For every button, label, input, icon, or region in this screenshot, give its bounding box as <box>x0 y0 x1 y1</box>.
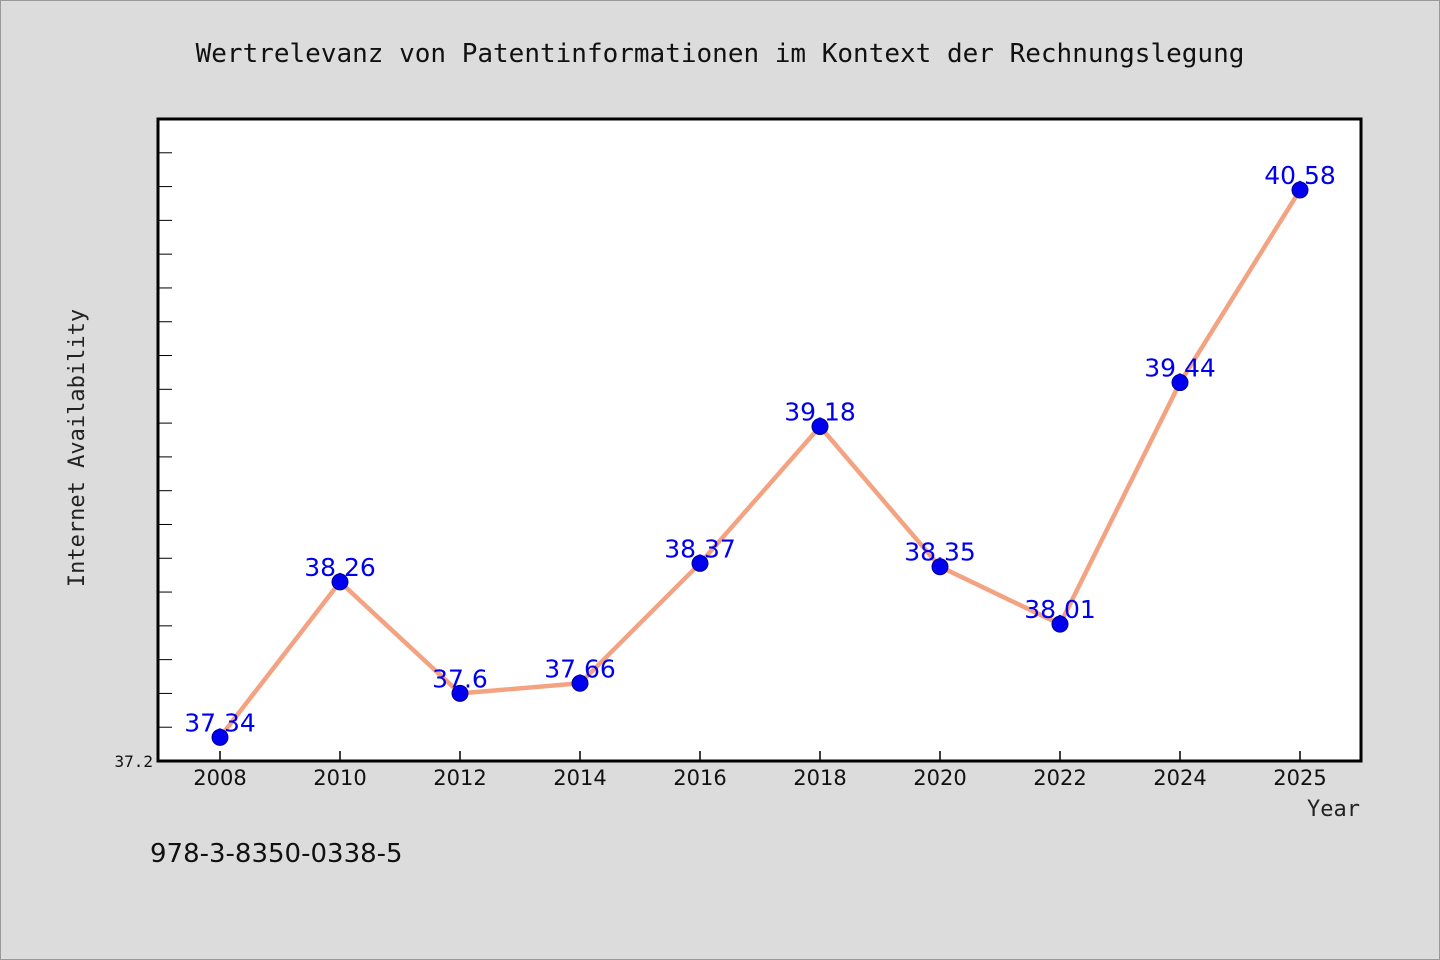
y-tick-label: 37.2 <box>114 752 153 771</box>
data-label: 39.18 <box>784 397 856 426</box>
data-point <box>1291 181 1309 199</box>
data-point <box>211 728 229 746</box>
data-point <box>691 554 709 572</box>
x-axis-ticks: 2008 2010 2012 2014 2016 2018 2020 2022 2024 2025 <box>193 751 1327 790</box>
data-point <box>931 558 949 576</box>
data-point <box>811 417 829 435</box>
data-label: 38.37 <box>664 534 736 563</box>
data-label: 37.66 <box>544 654 616 683</box>
data-labels: 37.34 38.26 37.6 37.66 38.37 39.18 38.35 38.01 3… <box>184 161 1336 737</box>
data-markers <box>211 181 1309 746</box>
x-axis-label: Year <box>1307 797 1360 822</box>
x-tick-label: 2008 <box>193 766 246 790</box>
data-label: 40.58 <box>1264 161 1336 190</box>
x-tick-label: 2024 <box>1153 766 1206 790</box>
data-label: 38.26 <box>304 553 376 582</box>
x-tick-label: 2010 <box>313 766 366 790</box>
data-label: 37.6 <box>432 664 488 693</box>
x-tick-label: 2020 <box>913 766 966 790</box>
x-tick-label: 2014 <box>553 766 606 790</box>
data-label: 37.34 <box>184 708 256 737</box>
x-tick-label: 2016 <box>673 766 726 790</box>
y-axis-ticks <box>158 118 172 762</box>
data-point <box>571 674 589 692</box>
data-point <box>1171 374 1189 392</box>
x-tick-label: 2022 <box>1033 766 1086 790</box>
data-label: 38.35 <box>904 538 976 567</box>
data-label: 39.44 <box>1144 354 1216 383</box>
chart-title: Wertrelevanz von Patentinformationen im … <box>196 39 1245 69</box>
x-tick-label: 2018 <box>793 766 846 790</box>
series-line <box>217 187 1303 740</box>
y-axis-label: Internet Availability <box>65 309 90 587</box>
isbn-footnote: 978-3-8350-0338-5 <box>150 839 403 869</box>
data-label: 38.01 <box>1024 595 1096 624</box>
plot-area <box>156 117 1363 763</box>
x-tick-label: 2025 <box>1273 766 1326 790</box>
data-point <box>331 573 349 591</box>
data-point <box>451 684 469 702</box>
x-tick-label: 2012 <box>433 766 486 790</box>
data-point <box>1051 615 1069 633</box>
